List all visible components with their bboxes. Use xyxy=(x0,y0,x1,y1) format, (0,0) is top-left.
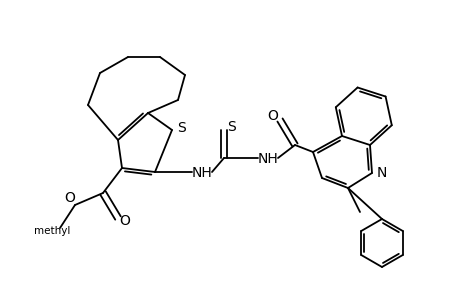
Text: O: O xyxy=(267,109,278,123)
Text: S: S xyxy=(227,120,236,134)
Text: N: N xyxy=(376,166,386,180)
Text: methyl: methyl xyxy=(34,226,70,236)
Text: O: O xyxy=(119,214,130,228)
Text: NH: NH xyxy=(257,152,278,166)
Text: O: O xyxy=(64,191,75,205)
Text: S: S xyxy=(177,121,186,135)
Text: NH: NH xyxy=(191,166,212,180)
